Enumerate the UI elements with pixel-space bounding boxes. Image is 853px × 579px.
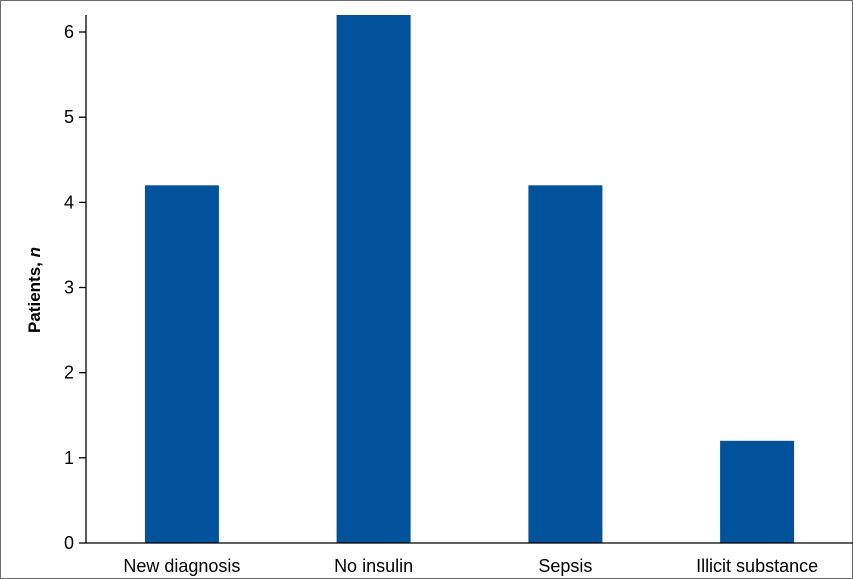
y-tick-label: 4 <box>64 192 74 212</box>
bar-new-diagnosis <box>144 185 219 544</box>
y-axis-label-main: Patients, <box>25 257 44 333</box>
bar-sepsis <box>528 185 603 544</box>
y-axis-label: Patients, n <box>25 247 44 333</box>
x-tick-label: Sepsis <box>538 556 592 576</box>
y-tick-label: 0 <box>64 533 74 553</box>
x-tick-label: Illicit substance <box>696 556 818 576</box>
bar-illicit-substance <box>720 440 795 543</box>
bar-no-insulin <box>336 15 411 543</box>
y-axis-ticks: 0 1 2 3 4 5 6 <box>64 22 86 553</box>
y-tick-label: 2 <box>64 363 74 383</box>
x-tick-label: No insulin <box>334 556 413 576</box>
y-tick-label: 3 <box>64 278 74 298</box>
x-tick-label: New diagnosis <box>123 556 240 576</box>
y-tick-label: 6 <box>64 22 74 42</box>
y-tick-label: 5 <box>64 107 74 127</box>
x-axis-labels: New diagnosis No insulin Sepsis Illicit sub… <box>123 556 818 576</box>
y-axis-label-italic: n <box>25 247 44 257</box>
bars-group <box>144 15 795 544</box>
y-tick-label: 1 <box>64 448 74 468</box>
